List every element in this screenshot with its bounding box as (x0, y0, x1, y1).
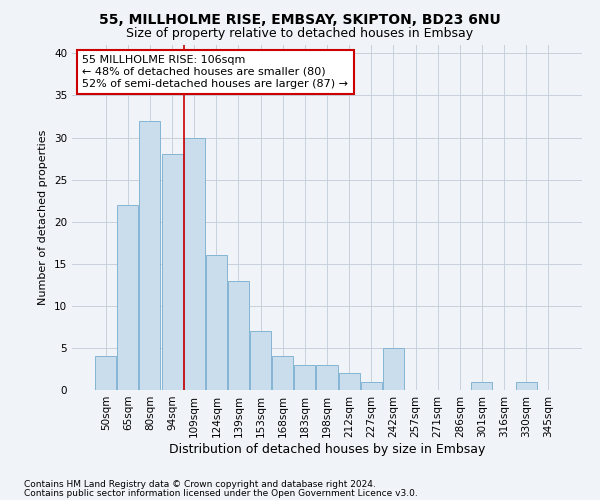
Bar (95, 356, 116, 390)
Bar (338, 373, 359, 390)
Bar (139, 120, 160, 390)
Bar (383, 348, 404, 390)
Bar (206, 256, 227, 390)
Bar (228, 280, 249, 390)
Text: Contains HM Land Registry data © Crown copyright and database right 2024.: Contains HM Land Registry data © Crown c… (24, 480, 376, 489)
Text: 55, MILLHOLME RISE, EMBSAY, SKIPTON, BD23 6NU: 55, MILLHOLME RISE, EMBSAY, SKIPTON, BD2… (99, 12, 501, 26)
Bar (295, 365, 316, 390)
X-axis label: Distribution of detached houses by size in Embsay: Distribution of detached houses by size … (169, 442, 485, 456)
Text: 55 MILLHOLME RISE: 106sqm
← 48% of detached houses are smaller (80)
52% of semi-: 55 MILLHOLME RISE: 106sqm ← 48% of detac… (82, 56, 348, 88)
Text: Contains public sector information licensed under the Open Government Licence v3: Contains public sector information licen… (24, 490, 418, 498)
Bar (472, 382, 493, 390)
Text: Size of property relative to detached houses in Embsay: Size of property relative to detached ho… (127, 28, 473, 40)
Bar (118, 205, 139, 390)
Y-axis label: Number of detached properties: Number of detached properties (38, 130, 49, 305)
Bar (361, 382, 382, 390)
Bar (316, 365, 338, 390)
Bar (161, 154, 182, 390)
Bar (184, 138, 205, 390)
Bar (250, 331, 271, 390)
Bar (272, 356, 293, 390)
Bar (515, 382, 536, 390)
